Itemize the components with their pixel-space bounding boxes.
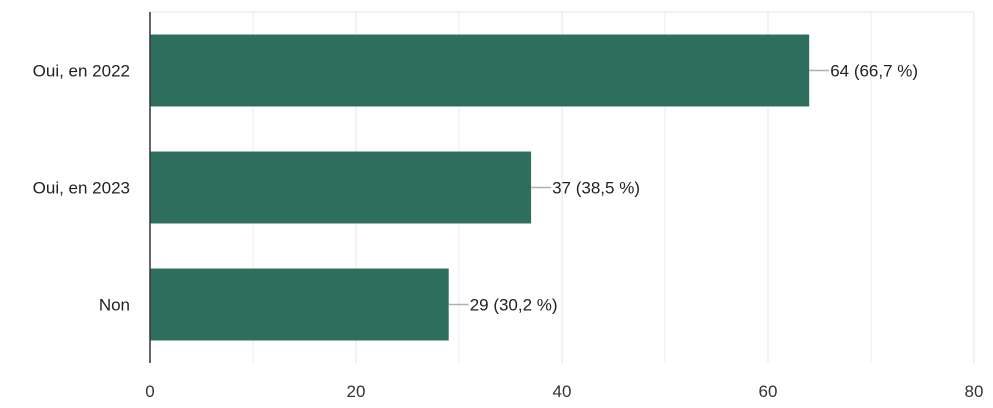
x-tick-label-5: 80 (965, 382, 984, 401)
x-tick-label-4: 60 (759, 382, 778, 401)
data-label-3: 29 (30,2 %) (470, 296, 558, 315)
x-tick-label-2: 20 (347, 382, 366, 401)
category-label-2: Oui, en 2023 (33, 179, 130, 198)
bars (150, 34, 810, 341)
data-label-1: 64 (66,7 %) (830, 62, 918, 81)
x-tick-label-3: 40 (553, 382, 572, 401)
x-tick-label-1: 0 (145, 382, 154, 401)
category-label-3: Non (99, 296, 130, 315)
data-label-2: 37 (38,5 %) (552, 179, 640, 198)
category-label-1: Oui, en 2022 (33, 62, 130, 81)
bar-1 (150, 34, 810, 107)
labels: Oui, en 2022 64 (66,7 %) Oui, en 2023 37 (3… (33, 62, 984, 402)
bar-2 (150, 151, 532, 224)
bar-3 (150, 268, 449, 341)
